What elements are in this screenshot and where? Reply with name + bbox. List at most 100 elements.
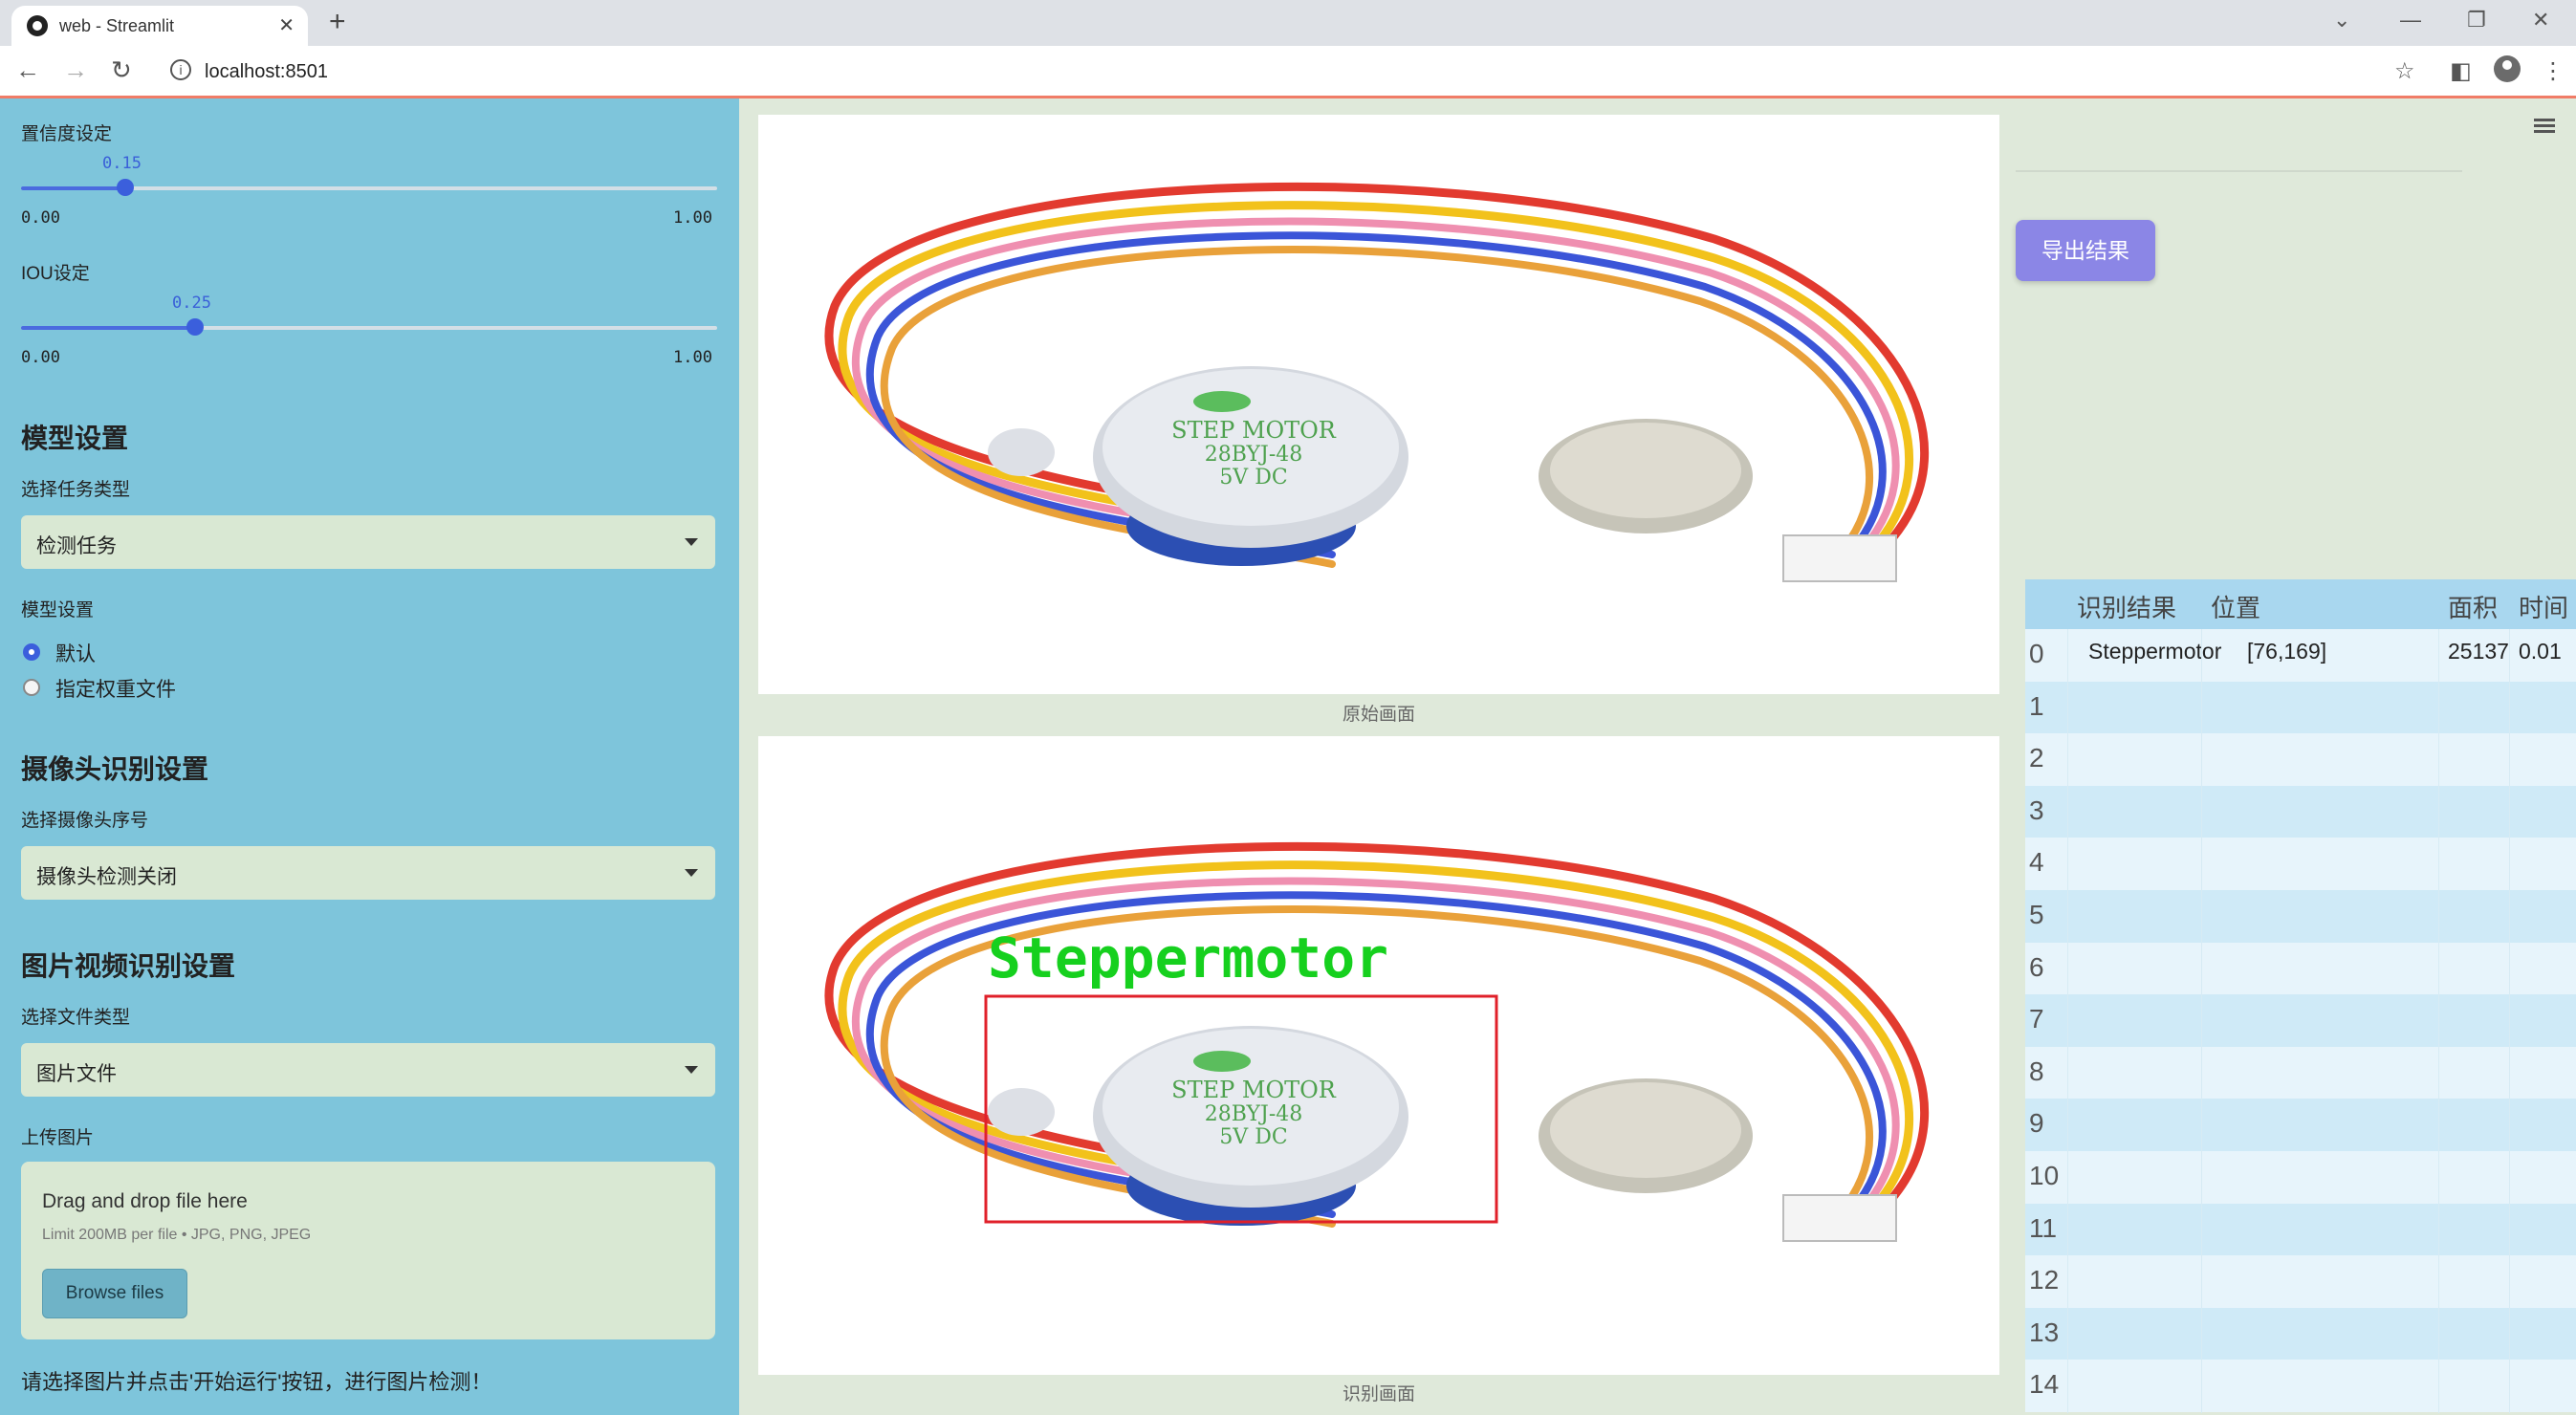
row-index: 4 [2029,847,2044,878]
table-row: 12 [2025,1255,2576,1308]
task-type-value: 检测任务 [36,535,117,557]
export-results-button[interactable]: 导出结果 [2016,220,2155,281]
radio-default-label[interactable]: 默认 [55,643,96,665]
header-area: 面积 [2448,594,2499,622]
restore-icon[interactable]: ❐ [2467,8,2486,32]
url-text: localhost:8501 [205,61,328,82]
file-type-select[interactable]: 图片文件 [21,1043,715,1097]
browse-files-button[interactable]: Browse files [42,1269,187,1318]
table-row: 14 [2025,1360,2576,1412]
site-info-icon[interactable]: i [170,59,191,80]
header-position: 位置 [2211,594,2261,622]
upload-drag-text: Drag and drop file here [42,1190,248,1212]
column-divider [2067,629,2068,1413]
browser-tab-bar: web - Streamlit ✕ + ⌄ — ❐ ✕ [0,0,2576,46]
confidence-max: 1.00 [673,208,712,228]
table-row: 9 [2025,1099,2576,1151]
task-type-select[interactable]: 检测任务 [21,515,715,569]
motor-label-line3: 5V DC [1219,1125,1287,1149]
hamburger-menu-icon[interactable] [2534,119,2555,134]
table-row: 3 [2025,785,2576,838]
iou-slider-thumb[interactable] [186,318,204,336]
reload-icon[interactable]: ↻ [111,55,132,84]
confidence-min: 0.00 [21,208,60,228]
row-index: 5 [2029,900,2044,929]
table-row: 0 Steppermotor [76,169] 25137 0.01 [2025,629,2576,682]
table-row: 11 [2025,1203,2576,1256]
table-row: 13 [2025,1307,2576,1361]
camera-value: 摄像头检测关闭 [36,866,177,888]
table-row: 8 [2025,1046,2576,1099]
confidence-slider[interactable] [21,179,717,196]
iou-slider[interactable] [21,318,717,336]
iou-label: IOU设定 [21,264,90,284]
url-box[interactable]: i localhost:8501 [155,54,2431,88]
back-icon[interactable]: ← [15,55,40,84]
chevron-down-icon [685,869,698,877]
detection-box [984,994,1498,1224]
column-divider [2201,629,2202,1413]
upload-label: 上传图片 [21,1128,95,1148]
cell-time: 0.01 [2519,639,2562,664]
model-heading: 模型设置 [21,424,129,453]
camera-select[interactable]: 摄像头检测关闭 [21,846,715,900]
column-divider [2438,629,2439,1413]
upload-limit-text: Limit 200MB per file • JPG, PNG, JPEG [42,1227,312,1243]
divider [2016,170,2462,172]
window-close-icon[interactable]: ✕ [2532,8,2550,32]
file-type-label: 选择文件类型 [21,1008,131,1028]
forward-icon[interactable]: → [63,55,88,84]
iou-max: 1.00 [673,348,712,367]
confidence-slider-thumb[interactable] [117,179,134,196]
camera-label: 选择摄像头序号 [21,811,149,831]
tab-search-icon[interactable]: ⌄ [2333,8,2351,32]
side-panel-icon[interactable]: ◧ [2450,58,2472,84]
row-index: 13 [2029,1317,2060,1347]
browser-menu-icon[interactable]: ⋮ [2542,58,2565,84]
sidebar-footer-note: 请选择图片并点击'开始运行'按钮，进行图片检测！ [21,1370,492,1394]
cell-result: Steppermotor [2088,639,2222,664]
tab-close-icon[interactable]: ✕ [278,15,295,36]
streamlit-favicon-icon [27,15,48,36]
minimize-icon[interactable]: — [2400,8,2421,32]
media-heading: 图片视频识别设置 [21,951,236,981]
camera-heading: 摄像头识别设置 [21,754,209,784]
address-bar-row: ← → ↻ i localhost:8501 ☆ ◧ ⋮ [0,46,2576,98]
row-index: 2 [2029,743,2044,773]
file-uploader-dropzone[interactable]: Drag and drop file here Limit 200MB per … [21,1162,715,1339]
new-tab-icon[interactable]: + [329,6,346,37]
original-image: STEP MOTOR 28BYJ-48 5V DC [758,115,1999,694]
row-index: 3 [2029,795,2044,825]
table-row: 2 [2025,733,2576,786]
chevron-down-icon [685,538,698,546]
column-divider [2509,629,2510,1413]
profile-avatar-icon[interactable] [2494,55,2521,82]
header-result: 识别结果 [2077,594,2177,622]
row-index: 12 [2029,1265,2060,1295]
radio-default[interactable] [23,643,40,661]
row-index: 9 [2029,1108,2044,1139]
model-setting-label: 模型设置 [21,600,95,620]
iou-value: 0.25 [172,294,211,313]
bookmark-star-icon[interactable]: ☆ [2394,58,2415,84]
radio-weight-file[interactable] [23,679,40,696]
chevron-down-icon [685,1066,698,1074]
detection-label: Steppermotor [988,925,1388,990]
motor-label-line2: 28BYJ-48 [1205,1102,1303,1126]
stepper-motor-photo: STEP MOTOR 28BYJ-48 5V DC [824,182,1930,582]
detected-image: STEP MOTOR 28BYJ-48 5V DC Steppermotor [758,736,1999,1375]
motor-label-line2: 28BYJ-48 [1205,443,1303,467]
row-index: 11 [2029,1212,2058,1243]
table-row: 7 [2025,994,2576,1047]
radio-weight-file-label[interactable]: 指定权重文件 [55,679,176,701]
file-type-value: 图片文件 [36,1063,117,1085]
motor-label-line1: STEP MOTOR [1171,417,1337,444]
row-index: 1 [2029,690,2044,721]
browser-tab[interactable]: web - Streamlit ✕ [11,6,308,46]
motor-label-line1: STEP MOTOR [1171,1077,1337,1103]
table-row: 10 [2025,1151,2576,1204]
row-index: 10 [2029,1161,2060,1190]
iou-min: 0.00 [21,348,60,367]
table-header: 识别结果 位置 面积 时间 [2025,579,2576,629]
confidence-label: 置信度设定 [21,124,113,144]
